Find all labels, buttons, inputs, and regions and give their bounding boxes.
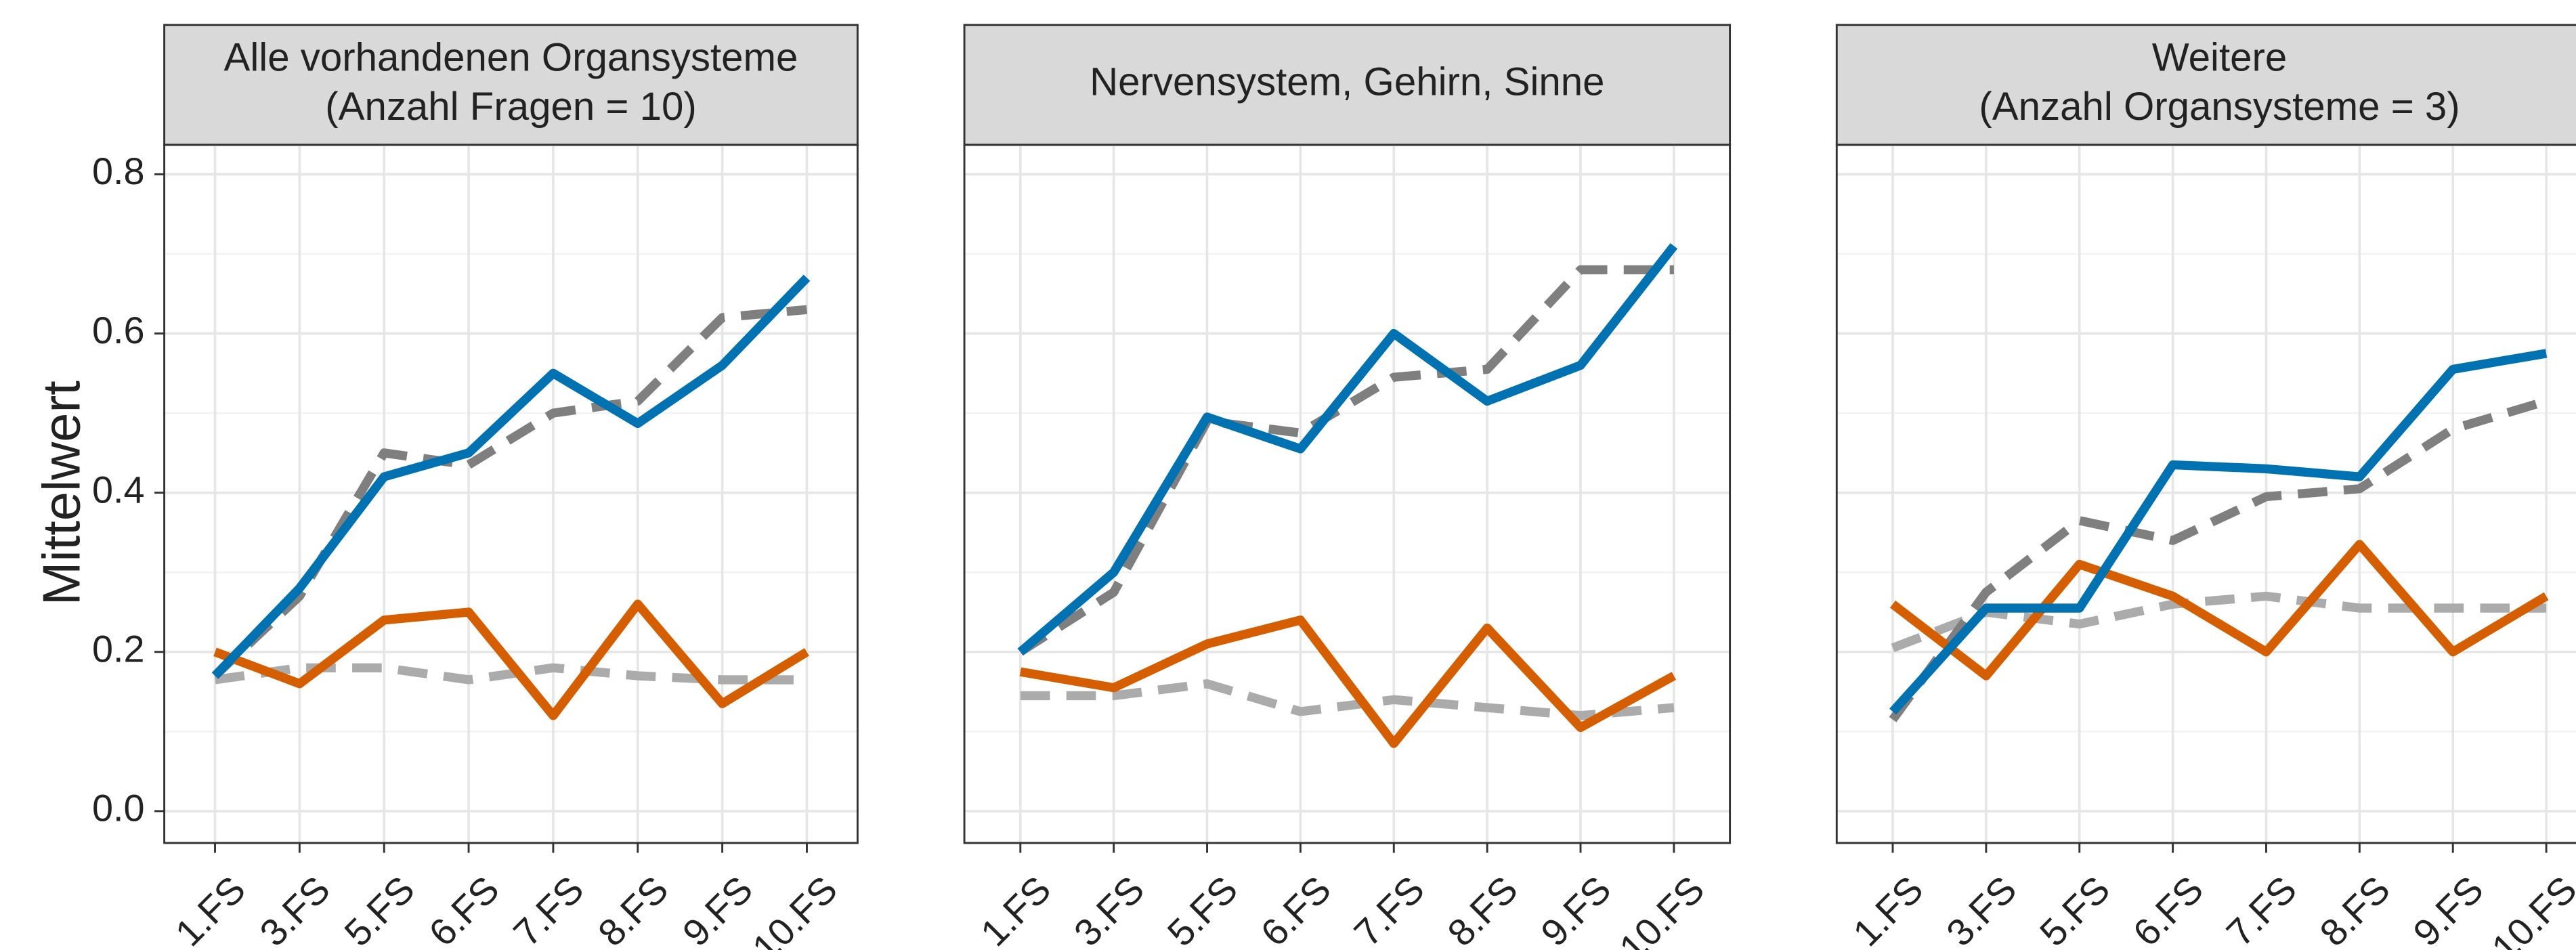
facet-title: Weitere xyxy=(2152,35,2288,79)
facet-strip xyxy=(163,24,859,146)
series-line xyxy=(1889,397,2548,722)
series-line xyxy=(1018,265,1674,656)
series-line xyxy=(211,274,811,679)
panel-border xyxy=(163,144,859,844)
y-tick-label: 0.6 xyxy=(92,309,145,351)
series-line xyxy=(1889,349,2548,715)
y-tick-label: 0.0 xyxy=(92,787,145,829)
facet-title: Nervensystem, Gehirn, Sinne xyxy=(1090,60,1604,104)
series-line xyxy=(1889,540,2549,681)
facet-strip xyxy=(963,24,1732,146)
series-line xyxy=(1020,679,1675,720)
facet-title: Alle vorhandenen Organsysteme xyxy=(224,35,798,79)
facet-title: (Anzahl Organsysteme = 3) xyxy=(1979,85,2460,129)
y-axis-title: Mittelwert xyxy=(33,381,91,605)
facet-strip xyxy=(1835,24,2576,146)
series-line xyxy=(1019,616,1677,748)
series-line xyxy=(1017,243,1678,655)
y-tick-label: 0.4 xyxy=(92,468,145,511)
series-line xyxy=(213,599,809,720)
panel-border xyxy=(963,144,1732,844)
facet-title: (Anzahl Fragen = 10) xyxy=(325,85,697,129)
y-tick-label: 0.2 xyxy=(92,628,145,670)
panel-border xyxy=(1835,144,2576,844)
y-tick-label: 0.8 xyxy=(92,150,145,192)
series-line xyxy=(1891,591,2547,653)
